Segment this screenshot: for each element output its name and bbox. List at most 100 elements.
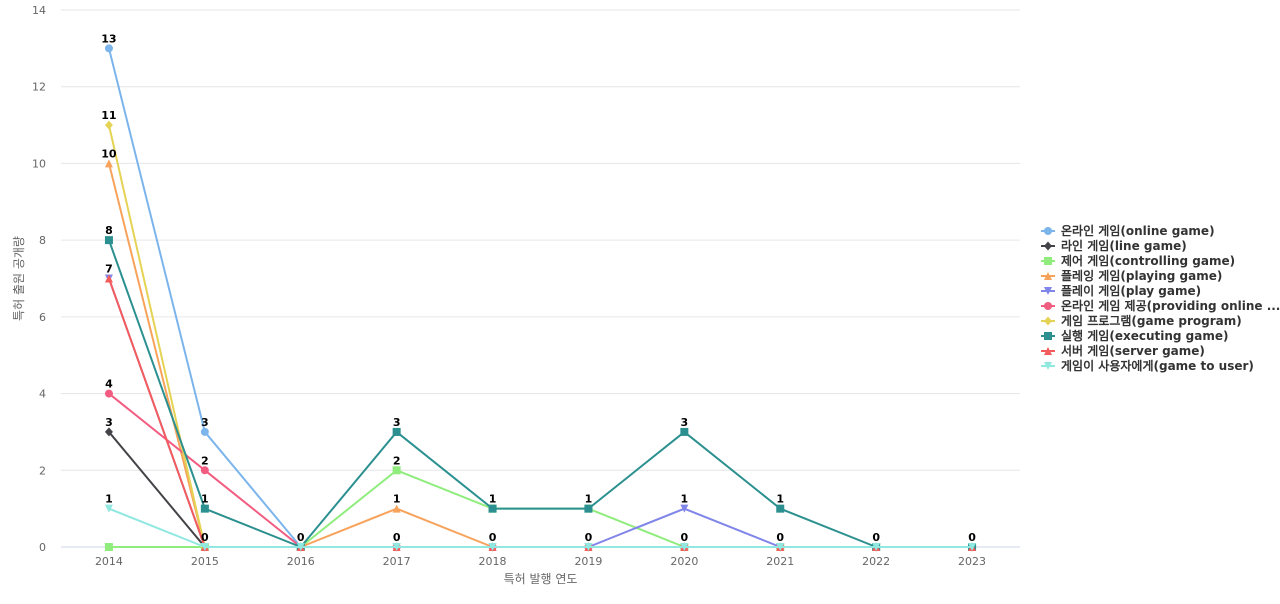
data-point [200, 504, 209, 513]
data-point [392, 543, 401, 551]
legend-label: 게임이 사용자에게(game to user) [1061, 358, 1254, 373]
data-point [488, 504, 497, 513]
x-tick-label: 2016 [287, 555, 315, 568]
data-point [200, 466, 209, 475]
data-label: 10 [101, 147, 117, 160]
data-point [680, 543, 689, 551]
legend-item[interactable]: 게임 프로그램(game program) [1041, 313, 1242, 328]
data-label: 1 [393, 493, 401, 506]
data-label: 0 [776, 531, 784, 544]
legend-symbol [1044, 287, 1052, 295]
x-tick-label: 2020 [670, 555, 698, 568]
legend-symbol [1044, 241, 1052, 251]
legend-label: 서버 게임(server game) [1061, 343, 1205, 358]
y-tick-label: 0 [39, 541, 46, 554]
legend-symbol [1044, 347, 1052, 355]
data-label: 13 [101, 32, 116, 45]
y-tick-label: 14 [32, 4, 46, 17]
x-tick-label: 2014 [95, 555, 123, 568]
legend-item[interactable]: 실행 게임(executing game) [1041, 328, 1228, 343]
data-point [488, 543, 497, 551]
legend-item[interactable]: 제어 게임(controlling game) [1041, 253, 1235, 268]
data-point [392, 427, 401, 436]
legend-symbol [1044, 257, 1052, 265]
y-tick-label: 4 [39, 388, 46, 401]
data-point [392, 504, 401, 513]
legend-label: 실행 게임(executing game) [1061, 328, 1228, 343]
series-line [107, 430, 974, 548]
series-group [104, 44, 977, 552]
data-label: 0 [297, 531, 305, 544]
legend-symbol [1044, 272, 1052, 280]
data-label: 2 [393, 454, 401, 467]
legend-item[interactable]: 온라인 게임 제공(providing online ... [1041, 298, 1280, 313]
data-label: 1 [681, 493, 689, 506]
data-point [680, 427, 689, 436]
legend-label: 플레이 게임(play game) [1061, 283, 1201, 298]
legend-symbol [1044, 332, 1052, 340]
y-axis: 0 2 4 6 8 10 12 14 [32, 4, 46, 554]
legend-item[interactable]: 플레잉 게임(playing game) [1041, 268, 1222, 283]
legend-item[interactable]: 온라인 게임(online game) [1041, 223, 1215, 238]
data-label: 4 [105, 378, 113, 391]
series-2 [104, 427, 977, 552]
data-point [200, 427, 209, 436]
y-tick-label: 6 [39, 311, 46, 324]
legend-symbol [1044, 362, 1052, 370]
x-tick-label: 2017 [383, 555, 411, 568]
data-point [392, 466, 401, 475]
x-tick-label: 2021 [766, 555, 794, 568]
series-line [107, 162, 974, 548]
legend-item[interactable]: 플레이 게임(play game) [1041, 283, 1201, 298]
y-tick-label: 12 [32, 81, 46, 94]
data-label: 2 [201, 454, 209, 467]
y-tick-label: 8 [39, 234, 46, 247]
data-point [104, 427, 113, 437]
data-point [104, 159, 113, 168]
data-point [104, 504, 113, 513]
data-label: 1 [585, 493, 593, 506]
series-4 [104, 159, 977, 551]
series-line [107, 239, 974, 548]
legend-symbol [1044, 302, 1052, 310]
data-point [104, 44, 113, 53]
legend-item[interactable]: 라인 게임(line game) [1041, 238, 1187, 253]
legend-symbol [1044, 316, 1052, 326]
legend-label: 온라인 게임(online game) [1061, 223, 1215, 238]
y-tick-label: 10 [32, 157, 46, 170]
data-label: 3 [201, 416, 209, 429]
data-label: 1 [776, 493, 784, 506]
x-tick-label: 2022 [862, 555, 890, 568]
data-label: 0 [585, 531, 593, 544]
data-point [776, 543, 785, 551]
data-label: 7 [105, 263, 113, 276]
legend: 온라인 게임(online game)라인 게임(line game)제어 게임… [1041, 223, 1280, 373]
data-point [680, 504, 689, 513]
data-point [104, 389, 113, 398]
data-label: 0 [968, 531, 976, 544]
series-line [107, 507, 974, 548]
y-axis-title: 특허 출원 공개량 [12, 236, 26, 321]
data-point [104, 236, 113, 245]
x-axis-title: 특허 발행 연도 [504, 571, 578, 586]
data-label: 3 [393, 416, 401, 429]
series-line [107, 47, 974, 548]
data-label: 1 [489, 493, 497, 506]
series-line [107, 124, 974, 548]
x-tick-label: 2019 [574, 555, 602, 568]
data-point [200, 543, 209, 551]
series-line [107, 277, 974, 548]
series-line [107, 277, 974, 548]
y-tick-label: 2 [39, 464, 46, 477]
x-tick-label: 2015 [191, 555, 219, 568]
legend-label: 제어 게임(controlling game) [1061, 253, 1235, 268]
legend-item[interactable]: 게임이 사용자에게(game to user) [1041, 358, 1254, 373]
legend-item[interactable]: 서버 게임(server game) [1041, 343, 1205, 358]
data-label: 1 [105, 493, 113, 506]
x-axis: 2014 2015 2016 2017 2018 2019 2020 2021 2022 2023 [95, 555, 986, 568]
data-label: 0 [201, 531, 209, 544]
data-label: 0 [681, 531, 689, 544]
